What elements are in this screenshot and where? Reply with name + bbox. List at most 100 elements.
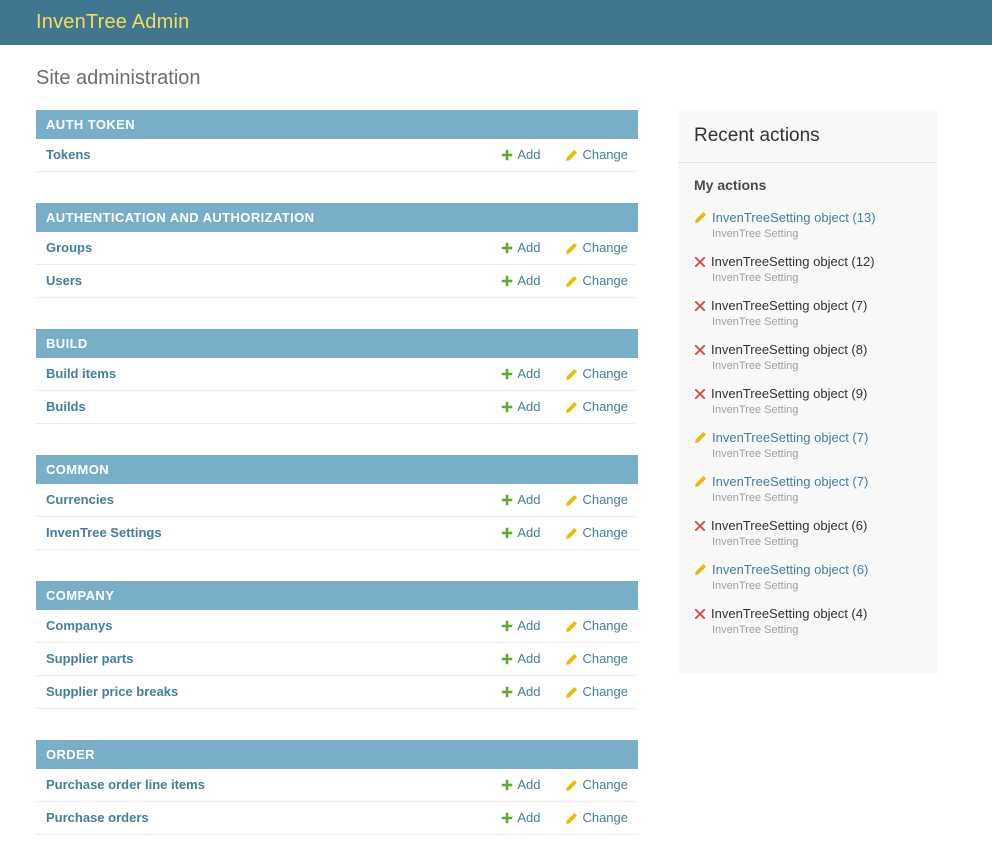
change-label: Change [582, 492, 628, 507]
model-group: AUTH TOKEN Tokens Add Change [36, 110, 638, 172]
model-row: Purchase orders Add Change [36, 802, 638, 835]
pencil-icon [566, 812, 578, 824]
model-link[interactable]: Supplier parts [46, 651, 134, 666]
my-actions-heading: My actions [694, 177, 767, 193]
recent-action-item: InvenTreeSetting object (7) InvenTree Se… [694, 297, 923, 341]
delete-x-icon [694, 520, 706, 531]
delete-x-icon [694, 256, 706, 267]
add-link[interactable]: Add [501, 240, 540, 256]
plus-icon [502, 527, 513, 539]
add-link[interactable]: Add [501, 777, 540, 793]
recent-actions-panel: Recent actions My actions InvenTreeSetti… [678, 110, 937, 673]
recent-action-item: InvenTreeSetting object (12) InvenTree S… [694, 253, 923, 297]
model-group: BUILD Build items Add Change Builds Add [36, 329, 638, 424]
change-link[interactable]: Change [565, 366, 628, 382]
change-label: Change [582, 366, 628, 381]
model-link[interactable]: Build items [46, 366, 117, 381]
recent-action-meta: InvenTree Setting [712, 360, 799, 372]
model-row-actions: Add Change [501, 777, 628, 793]
plus-icon [502, 401, 513, 413]
model-link[interactable]: Currencies [46, 492, 114, 507]
model-link[interactable]: Companys [46, 618, 113, 633]
change-link[interactable]: Change [565, 147, 628, 163]
model-link[interactable]: Purchase orders [46, 810, 149, 825]
model-link[interactable]: Purchase order line items [46, 777, 205, 792]
recent-action-meta: InvenTree Setting [712, 316, 799, 328]
recent-action-item: InvenTreeSetting object (7) InvenTree Se… [694, 429, 923, 473]
site-administration-page: Site administration AUTH TOKEN Tokens Ad… [0, 66, 992, 866]
pencil-icon [566, 368, 578, 380]
change-link[interactable]: Change [565, 273, 628, 289]
pencil-icon [694, 563, 707, 576]
model-link[interactable]: Supplier price breaks [46, 684, 179, 699]
recent-action-link: InvenTreeSetting object (7) [711, 298, 868, 313]
change-link[interactable]: Change [565, 525, 628, 541]
add-label: Add [517, 366, 541, 381]
recent-action-meta: InvenTree Setting [712, 228, 799, 240]
page-title: Site administration [36, 67, 201, 89]
plus-icon [502, 653, 513, 665]
recent-action-item: InvenTreeSetting object (6) InvenTree Se… [694, 561, 923, 605]
add-link[interactable]: Add [501, 366, 540, 382]
recent-action-meta: InvenTree Setting [712, 580, 799, 592]
change-link[interactable]: Change [565, 777, 628, 793]
pencil-icon [566, 149, 578, 161]
model-group: COMPANY Companys Add Change Supplier par… [36, 581, 638, 709]
recent-actions-list: InvenTreeSetting object (13) InvenTree S… [678, 209, 937, 649]
add-link[interactable]: Add [501, 618, 540, 634]
change-label: Change [582, 777, 628, 792]
recent-action-meta: InvenTree Setting [712, 492, 799, 504]
add-label: Add [517, 240, 541, 255]
model-row-actions: Add Change [501, 492, 628, 508]
delete-x-icon [694, 300, 706, 311]
recent-action-link[interactable]: InvenTreeSetting object (7) [712, 474, 869, 489]
change-link[interactable]: Change [565, 810, 628, 826]
plus-icon [502, 242, 513, 254]
recent-action-link[interactable]: InvenTreeSetting object (13) [712, 210, 876, 225]
add-label: Add [517, 147, 541, 162]
add-label: Add [517, 618, 541, 633]
recent-action-link: InvenTreeSetting object (9) [711, 386, 868, 401]
model-group: AUTHENTICATION AND AUTHORIZATION Groups … [36, 203, 638, 298]
model-row-actions: Add Change [501, 618, 628, 634]
model-row-actions: Add Change [501, 399, 628, 415]
recent-action-item: InvenTreeSetting object (7) InvenTree Se… [694, 473, 923, 517]
add-label: Add [517, 492, 541, 507]
model-link[interactable]: Groups [46, 240, 93, 255]
recent-action-meta: InvenTree Setting [712, 624, 799, 636]
model-link[interactable]: Tokens [46, 147, 91, 162]
pencil-icon [694, 475, 707, 488]
app-title-link[interactable]: InvenTree Admin [36, 11, 190, 33]
add-link[interactable]: Add [501, 651, 540, 667]
add-link[interactable]: Add [501, 810, 540, 826]
model-link[interactable]: Builds [46, 399, 86, 414]
model-row-actions: Add Change [501, 651, 628, 667]
recent-action-link[interactable]: InvenTreeSetting object (6) [712, 562, 869, 577]
plus-icon [502, 494, 513, 506]
pencil-icon [566, 275, 578, 287]
model-row: Builds Add Change [36, 391, 638, 424]
recent-action-link: InvenTreeSetting object (6) [711, 518, 868, 533]
delete-x-icon [694, 388, 706, 399]
model-row-actions: Add Change [501, 525, 628, 541]
change-link[interactable]: Change [565, 240, 628, 256]
recent-action-item: InvenTreeSetting object (9) InvenTree Se… [694, 385, 923, 429]
change-link[interactable]: Change [565, 399, 628, 415]
pencil-icon [566, 401, 578, 413]
add-link[interactable]: Add [501, 684, 540, 700]
model-link[interactable]: InvenTree Settings [46, 525, 162, 540]
add-link[interactable]: Add [501, 399, 540, 415]
add-link[interactable]: Add [501, 147, 540, 163]
add-link[interactable]: Add [501, 273, 540, 289]
add-label: Add [517, 651, 541, 666]
recent-action-link[interactable]: InvenTreeSetting object (7) [712, 430, 869, 445]
model-groups: AUTH TOKEN Tokens Add Change AUTHENTICAT… [36, 110, 638, 866]
change-link[interactable]: Change [565, 618, 628, 634]
model-link[interactable]: Users [46, 273, 83, 288]
change-link[interactable]: Change [565, 492, 628, 508]
add-link[interactable]: Add [501, 492, 540, 508]
plus-icon [502, 620, 513, 632]
change-link[interactable]: Change [565, 651, 628, 667]
change-link[interactable]: Change [565, 684, 628, 700]
add-link[interactable]: Add [501, 525, 540, 541]
